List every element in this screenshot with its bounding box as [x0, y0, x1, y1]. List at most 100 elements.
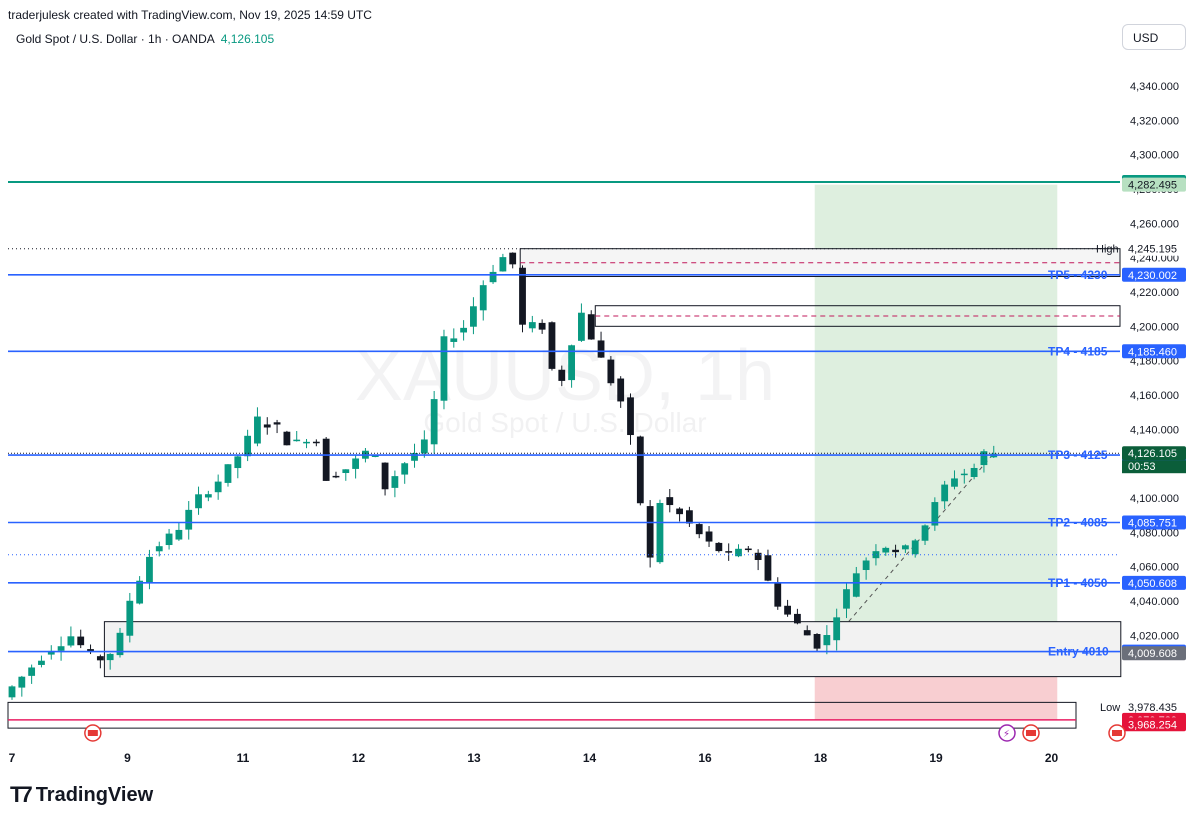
y-tick-label: 4,040.000: [1130, 596, 1179, 608]
candle-body: [754, 552, 762, 561]
price-tag: [1122, 699, 1186, 714]
candle-body: [892, 549, 899, 553]
candle-body: [862, 560, 870, 571]
y-tick-label: 4,140.000: [1130, 424, 1179, 436]
currency-selector[interactable]: USD: [1122, 24, 1186, 50]
candle-body: [597, 340, 605, 358]
candle-body: [470, 306, 477, 327]
x-tick-label: 7: [9, 751, 16, 765]
last-price: 4,126.105: [220, 32, 275, 46]
candle-body: [67, 636, 75, 646]
candle-body: [548, 322, 556, 369]
y-tick-label: 4,200.000: [1130, 321, 1179, 333]
candle-body: [96, 656, 104, 661]
y-tick-label: 4,080.000: [1130, 527, 1179, 539]
candle-body: [587, 314, 595, 340]
level-label: TP1 - 4050: [1048, 576, 1108, 590]
candle-body: [695, 524, 703, 535]
candle-body: [568, 345, 575, 381]
flash-event-icon: ⚡: [1003, 729, 1010, 740]
candle-body: [430, 399, 438, 445]
candle-body: [401, 463, 409, 475]
us-flag-icon: [1026, 730, 1036, 736]
symbol-legend[interactable]: Gold Spot / U.S. Dollar · 1h · OANDA 4,12…: [16, 32, 274, 46]
candle-body: [941, 484, 949, 502]
candle-body: [342, 469, 350, 474]
x-tick-label: 14: [583, 751, 597, 765]
candle-body: [813, 634, 821, 649]
candle-body: [656, 502, 664, 563]
watermark-name: Gold Spot / U.S. Dollar: [423, 407, 706, 438]
candle-body: [794, 613, 801, 624]
level-price-tag: [1122, 267, 1186, 282]
level-label: TP4 - 4185: [1048, 344, 1108, 358]
candle-body: [499, 257, 507, 272]
x-tick-label: 9: [124, 751, 131, 765]
x-tick-label: 12: [352, 751, 366, 765]
candle-body: [980, 451, 988, 466]
candle-body: [784, 605, 791, 615]
candle-body: [303, 441, 310, 444]
price-tag: [1122, 446, 1186, 461]
candle-body: [951, 478, 958, 487]
candle-body: [921, 525, 929, 541]
price-tag: [1122, 717, 1186, 732]
price-tag-text: 4,009.608: [1128, 648, 1177, 660]
candle-body: [244, 435, 252, 457]
candle-body: [676, 508, 683, 515]
candle-body: [735, 548, 742, 557]
flash-event-icon: [998, 724, 1016, 742]
candle-body: [489, 271, 497, 283]
candle-body: [538, 322, 546, 330]
price-tag: [1122, 177, 1186, 192]
candle-body: [823, 635, 831, 646]
level-price-text: 4,050.608: [1128, 578, 1177, 590]
candle-body: [352, 458, 360, 469]
attribution-text: traderjulesk created with TradingView.co…: [8, 8, 372, 22]
candle-body: [843, 589, 850, 609]
y-tick-label: 4,220.000: [1130, 287, 1179, 299]
candle-body: [18, 676, 26, 688]
candle-body: [744, 548, 752, 551]
y-tick-label: 4,100.000: [1130, 493, 1179, 505]
candle-body: [460, 327, 468, 333]
candle-body: [715, 542, 723, 552]
candle-body: [440, 336, 448, 401]
level-label: TP3 - 4125: [1048, 448, 1108, 462]
y-tick-label: 4,060.000: [1130, 562, 1179, 574]
candle-body: [136, 580, 144, 604]
candle-body: [106, 653, 114, 661]
candle-body: [322, 438, 330, 481]
candle-body: [146, 556, 153, 583]
y-tick-label: 4,180.000: [1130, 356, 1179, 368]
level-price-text: 4,185.460: [1128, 346, 1177, 358]
candle-body: [38, 660, 45, 665]
candle-body: [479, 285, 487, 311]
tradingview-logo[interactable]: T7 TradingView: [10, 782, 153, 808]
x-tick-label: 18: [814, 751, 828, 765]
x-tick-label: 19: [929, 751, 943, 765]
price-tag-text: 4,126.105: [1128, 448, 1177, 460]
low-label: Low: [1100, 702, 1120, 714]
y-tick-label: 4,300.000: [1130, 150, 1179, 162]
x-tick-label: 20: [1045, 751, 1059, 765]
y-tick-label: 4,260.000: [1130, 218, 1179, 230]
tradingview-brand: TradingView: [35, 783, 154, 806]
y-tick-label: 4,160.000: [1130, 390, 1179, 402]
us-flag-icon: [87, 730, 98, 736]
candle-body: [77, 636, 85, 646]
candle-body: [263, 424, 271, 428]
level-label: TP2 - 4085: [1048, 515, 1108, 529]
level-price-tag: [1122, 344, 1186, 359]
price-tag-text: 3,968.254: [1128, 719, 1177, 731]
price-tag-text: 3,978.435: [1128, 702, 1177, 714]
candle-body: [273, 422, 281, 425]
candle-body: [57, 646, 65, 651]
countdown-tag: [1122, 460, 1186, 474]
candle-body: [960, 473, 968, 476]
candle-body: [116, 632, 124, 656]
candle-body: [411, 453, 418, 461]
candle-body: [578, 312, 585, 341]
candle-body: [627, 397, 634, 436]
